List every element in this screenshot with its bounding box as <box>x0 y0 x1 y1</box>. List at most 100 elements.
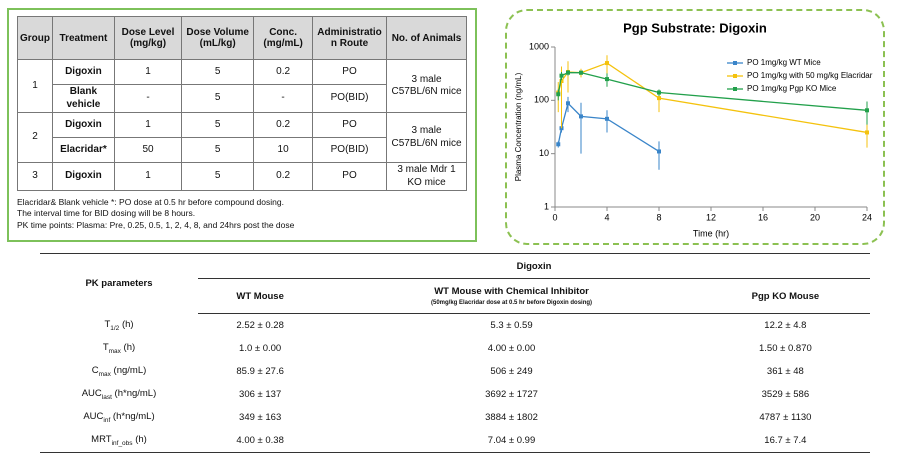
treatment-cell: Digoxin <box>52 112 115 138</box>
column-note: (50mg/kg Elacridar dose at 0.5 hr before… <box>431 300 593 306</box>
parameter-subscript: max <box>108 347 121 355</box>
parameter-subscript: last <box>101 393 112 401</box>
legend-label: PO 1mg/kg with 50 mg/kg Elacridar <box>747 71 873 80</box>
parameter-unit: (h) <box>121 318 134 330</box>
pk-row: Tmax (h) 1.0 ± 0.00 4.00 ± 0.00 1.50 ± 0.87… <box>40 337 870 360</box>
group-cell: 1 <box>17 59 53 113</box>
table-cell: PO(BID) <box>312 137 388 163</box>
parameter-name: T <box>102 342 109 354</box>
column-header: WT Mouse with Chemical Inhibitor (50mg/kg… <box>322 278 701 314</box>
x-tick-label: 12 <box>706 212 716 222</box>
data-point <box>657 149 661 154</box>
parameter-cell: MRTinf_obs (h) <box>40 429 198 453</box>
value-cell: 361 ± 48 <box>766 366 804 377</box>
data-point <box>566 70 570 75</box>
column-header: Dose Volume (mL/kg) <box>181 16 255 60</box>
parameter-subscript: 1/2 <box>110 324 120 332</box>
column-header: WT Mouse <box>198 278 323 314</box>
table-cell: 5 <box>181 84 255 113</box>
parameter-cell: AUClast (h*ng/mL) <box>40 383 198 406</box>
data-point <box>605 77 609 82</box>
column-header: Group <box>17 16 53 60</box>
data-point <box>579 114 583 119</box>
value-cell: 1.0 ± 0.00 <box>239 343 282 354</box>
column-header: Treatment <box>52 16 115 60</box>
table-cell: - <box>113 84 183 113</box>
data-point <box>657 90 661 95</box>
table-cell: PO(BID) <box>312 84 388 113</box>
y-axis-label: Plasma Concentration (ng/mL) <box>514 72 523 181</box>
note-line: PK time points: Plasma: Pre, 0.25, 0.5, … <box>17 219 295 230</box>
chart-title: Pgp Substrate: Digoxin <box>623 20 767 35</box>
data-point <box>559 79 564 84</box>
value-cell: 7.04 ± 0.99 <box>322 429 701 453</box>
table-cell: 5 <box>181 112 255 138</box>
study-design-panel: Group Treatment Dose Level (mg/kg) Dose Vol… <box>7 8 477 242</box>
parameter-name: C <box>91 365 99 377</box>
value-cell: 4.00 ± 0.38 <box>198 429 323 453</box>
x-tick-label: 8 <box>656 212 661 222</box>
table-cell: 5 <box>181 162 255 191</box>
group-cell: 2 <box>17 112 53 163</box>
table-cell: - <box>253 84 314 113</box>
animals-cell: 3 male C57BL/6N mice <box>386 59 467 113</box>
x-tick-label: 20 <box>810 212 820 222</box>
study-table: Group Treatment Dose Level (mg/kg) Dose Vol… <box>17 16 467 191</box>
table-cell: 1 <box>113 59 183 85</box>
value-cell: 506 ± 249 <box>490 366 533 377</box>
data-point <box>566 101 570 106</box>
table-cell: 1 <box>113 162 183 191</box>
animals-cell: 3 male Mdr 1 KO mice <box>386 162 467 191</box>
parameter-cell: T1/2 (h) <box>40 314 198 338</box>
parameter-cell: Tmax (h) <box>40 337 198 360</box>
y-tick-label: 1000 <box>529 41 549 51</box>
value-cell: 12.2 ± 4.8 <box>764 320 807 331</box>
table-cell: 0.2 <box>253 162 314 191</box>
treatment-cell: Elacridar* <box>52 137 115 163</box>
table-cell: 10 <box>253 137 314 163</box>
group-cell: 3 <box>17 162 53 191</box>
parameter-unit: (h) <box>123 342 136 354</box>
value-cell: 2.52 ± 0.28 <box>236 320 284 331</box>
parameter-unit: (ng/mL) <box>113 365 147 377</box>
data-point <box>865 108 869 113</box>
parameter-name: T <box>104 318 111 330</box>
data-point <box>605 61 609 66</box>
parameter-unit: (h*ng/mL) <box>112 411 155 423</box>
value-cell: 306 ± 137 <box>239 389 282 400</box>
data-point <box>865 130 869 135</box>
chart-panel: Pgp Substrate: Digoxin 1 10 100 1000 0 4 8 12 16… <box>505 9 885 245</box>
group-header: Digoxin <box>198 253 870 279</box>
value-cell: 4787 ± 1130 <box>759 412 812 423</box>
x-axis-label: Time (hr) <box>693 228 729 238</box>
value-cell: 16.7 ± 7.4 <box>700 429 870 453</box>
parameter-name: AUC <box>81 388 102 400</box>
value-cell: 5.3 ± 0.59 <box>490 320 533 331</box>
column-header: No. of Animals <box>386 16 467 60</box>
value-cell: 3884 ± 1802 <box>485 412 538 423</box>
parameter-subscript: inf_obs <box>111 439 133 447</box>
pk-header-row: PK parameters Digoxin <box>40 253 870 314</box>
y-tick-label: 100 <box>534 95 549 105</box>
pk-table: PK parameters Digoxin WT Mouse WT Mouse w… <box>40 253 870 453</box>
note-line: Elacridar& Blank vehicle *: PO dose at 0… <box>17 197 284 207</box>
value-cell: 85.9 ± 27.6 <box>236 366 284 377</box>
value-cell: 1.50 ± 0.870 <box>759 343 812 354</box>
legend-marker <box>733 74 737 78</box>
value-cell: 4.00 ± 0.00 <box>487 343 536 354</box>
parameter-cell: AUCinf (h*ng/mL) <box>40 406 198 429</box>
data-point <box>605 116 609 121</box>
column-title: Pgp KO Mouse <box>751 290 820 302</box>
legend-marker <box>733 61 737 65</box>
parameter-name: MRT <box>91 434 112 446</box>
column-title: WT Mouse <box>236 290 284 302</box>
treatment-cell: Digoxin <box>52 59 115 85</box>
table-cell: 0.2 <box>253 112 314 138</box>
table-cell: PO <box>312 112 388 138</box>
pk-row: MRTinf_obs (h) 4.00 ± 0.38 7.04 ± 0.99 16.7… <box>40 429 870 453</box>
table-cell: 0.2 <box>253 59 314 85</box>
table-cell: 5 <box>181 137 255 163</box>
data-point <box>657 96 661 101</box>
legend-label: PO 1mg/kg WT Mice <box>747 58 821 67</box>
